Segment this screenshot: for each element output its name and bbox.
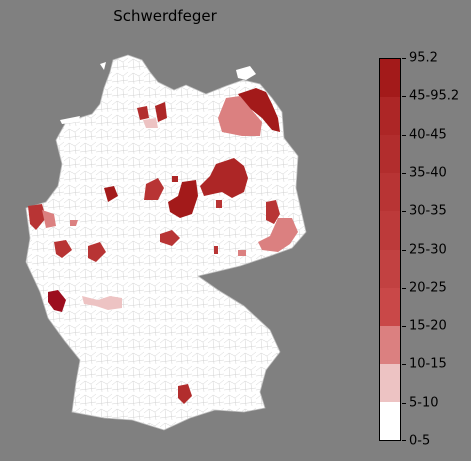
colorbar-label: 20-25 [409, 280, 447, 296]
area-north-central-a [137, 106, 149, 120]
colorbar-label: 45-95.2 [409, 88, 460, 104]
area-west-border-b [42, 210, 56, 228]
colorbar-segment [380, 173, 400, 212]
highlighted-areas [28, 88, 298, 404]
colorbar-segment [380, 401, 400, 440]
area-east-small [214, 246, 218, 254]
area-west-central [88, 242, 106, 262]
colorbar-tick [402, 249, 406, 251]
colorbar-segment [380, 97, 400, 136]
colorbar-labels: 0-5 5-10 10-15 15-20 20-25 25-30 30-35 35-40 40-… [402, 52, 471, 448]
colorbar-label: 5-10 [409, 395, 439, 411]
colorbar-label: 15-20 [409, 318, 447, 334]
colorbar-tick [402, 172, 406, 174]
area-southwest [48, 290, 66, 312]
colorbar-label: 40-45 [409, 127, 447, 143]
area-west-small [70, 220, 78, 226]
colorbar-label: 0-5 [409, 433, 431, 449]
colorbar-tick [402, 134, 406, 136]
colorbar-tick [402, 402, 406, 404]
area-east-small-3 [216, 200, 222, 208]
colorbar-segment [380, 211, 400, 250]
area-west-border-south [54, 240, 72, 258]
colorbar-tick [402, 287, 406, 289]
colorbar-label: 10-15 [409, 356, 447, 372]
area-east-saxony-b [266, 200, 280, 224]
colorbar-segment [380, 135, 400, 174]
island-ruegen [236, 66, 256, 80]
colorbar [379, 58, 401, 441]
colorbar-tick [402, 326, 406, 328]
colorbar-tick [402, 364, 406, 366]
island-frisian [60, 116, 80, 124]
colorbar-tick [402, 96, 406, 98]
colorbar-label: 35-40 [409, 165, 447, 181]
area-south-bavaria [178, 384, 192, 404]
colorbar-segment [380, 59, 400, 98]
area-east-saxony [258, 218, 298, 252]
area-east-small-2 [238, 250, 246, 256]
colorbar-segment [380, 249, 400, 288]
colorbar-segment [380, 287, 400, 326]
colorbar-tick [402, 440, 406, 441]
colorbar-label: 25-30 [409, 242, 447, 257]
colorbar-segment [380, 363, 400, 402]
colorbar-label: 30-35 [409, 203, 447, 219]
colorbar-label: 95.2 [409, 50, 438, 66]
area-west-border [28, 204, 46, 230]
area-north-central-b [155, 102, 167, 122]
area-northeast-inland [218, 96, 262, 136]
map-title: Schwerdfeger [113, 7, 217, 25]
area-central-east-cluster [168, 180, 198, 218]
area-southwest-band [82, 296, 122, 310]
area-central-south [160, 230, 180, 246]
colorbar-segment [380, 325, 400, 364]
colorbar-tick [402, 58, 406, 59]
area-north-central-c [143, 118, 158, 128]
area-central-west [144, 178, 164, 200]
area-central-small-2 [172, 176, 178, 182]
area-central-cluster [200, 158, 248, 198]
area-central-small-1 [104, 186, 118, 202]
colorbar-tick [402, 211, 406, 213]
area-northeast-coast [238, 88, 280, 132]
island [100, 62, 106, 70]
